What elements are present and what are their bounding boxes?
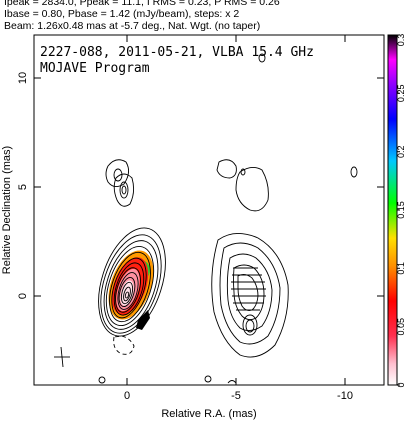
jet-contours — [211, 233, 289, 358]
upper-contour-islands — [98, 53, 358, 384]
colorbar-tick-labels: 0 0.05 0.1 0.15 0.2 0.25 0.3 — [396, 34, 406, 388]
header-line-1: Ipeak = 2834.0, Ppeak = 11.1, I RMS = 0.… — [4, 0, 280, 8]
axis-ticks — [34, 35, 384, 385]
y-tick-label: 5 — [17, 184, 29, 190]
y-tick-label: 0 — [17, 293, 29, 299]
x-tick-label: -10 — [337, 390, 353, 402]
map-title: 2227-088, 2011-05-21, VLBA 15.4 GHz — [40, 45, 314, 60]
map-subtitle: MOJAVE Program — [40, 61, 150, 76]
contour-map — [54, 53, 358, 384]
colorbar-ticks — [397, 34, 400, 386]
beam-cross — [54, 346, 70, 368]
colorbar-tick-label: 0.25 — [396, 85, 406, 103]
colorbar-tick-label: 0.05 — [396, 318, 406, 336]
colorbar-tick-label: 0.2 — [396, 145, 406, 158]
header-line-3: Beam: 1.26x0.48 mas at -5.7 deg., Nat. W… — [4, 20, 261, 32]
x-axis-label: Relative R.A. (mas) — [161, 408, 256, 420]
plot-frame — [33, 34, 385, 386]
colorbar-tick-label: 0.3 — [396, 34, 406, 47]
colorbar-tick-label: 0 — [396, 382, 406, 387]
x-tick-label: 0 — [124, 390, 130, 402]
colorbar-tick-label: 0.1 — [396, 262, 406, 275]
colorbar-tick-label: 0.15 — [396, 201, 406, 219]
core-contours — [98, 227, 166, 355]
x-tick-label: -5 — [231, 390, 241, 402]
header-line-2: Ibase = 0.80, Pbase = 1.42 (mJy/beam), s… — [4, 8, 240, 20]
y-tick-label: 10 — [17, 72, 29, 84]
y-axis-label: Relative Declination (mas) — [1, 146, 13, 274]
